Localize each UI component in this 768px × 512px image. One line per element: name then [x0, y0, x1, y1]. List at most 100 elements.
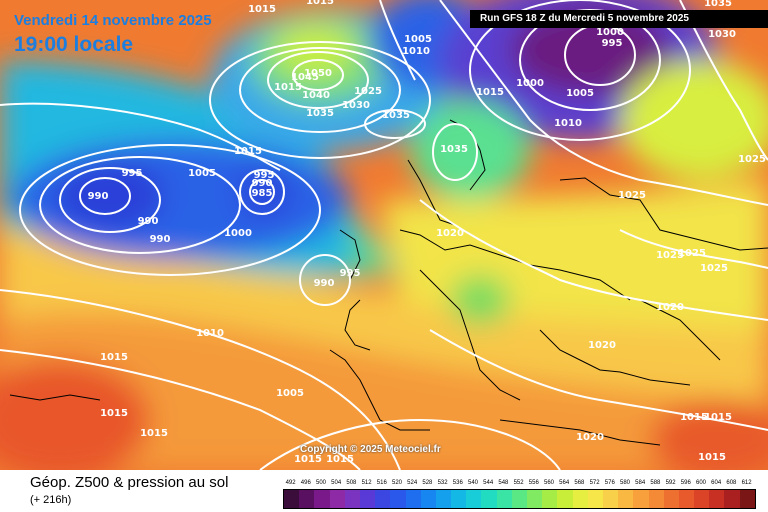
- isobar-label: 990: [150, 234, 171, 245]
- color-scale-label: 536: [452, 480, 463, 486]
- isobar-label: 990: [314, 278, 335, 289]
- isobar-label: 1015: [326, 454, 354, 465]
- color-scale-label: 540: [467, 480, 479, 486]
- color-scale-cell: [284, 490, 300, 508]
- color-scale-label: 556: [528, 480, 539, 486]
- isobar-label: 1015: [306, 0, 334, 7]
- color-scale-label: 564: [559, 480, 570, 486]
- isobar-label: 1000: [516, 78, 544, 89]
- isobar-label: 1005: [276, 388, 304, 399]
- color-scale-label: 588: [650, 480, 661, 486]
- color-scale-label: 568: [574, 480, 585, 486]
- isobar-label: 1015: [698, 452, 726, 463]
- forecast-time: 19:00 locale: [14, 33, 134, 56]
- color-scale-cell: [633, 490, 649, 508]
- color-scale-label: 596: [680, 480, 691, 486]
- map-subtitle: (+ 216h): [30, 494, 72, 506]
- isobar-label: 1015: [140, 428, 168, 439]
- isobar-label: 1015: [248, 4, 276, 15]
- color-scale-cell: [648, 490, 664, 508]
- color-scale-cell: [587, 490, 603, 508]
- color-scale-label: 516: [376, 480, 387, 486]
- isobar-label: 1015: [234, 146, 262, 157]
- color-scale-cell: [329, 490, 345, 508]
- isobar-label: 1035: [440, 144, 468, 155]
- color-scale-label: 508: [346, 480, 357, 486]
- color-scale-cell: [511, 490, 527, 508]
- isobar-label: 1035: [306, 108, 334, 119]
- isobar-label: 1015: [100, 408, 128, 419]
- isobar-label: 1010: [554, 118, 582, 129]
- isobar-label: 1020: [436, 228, 464, 239]
- isobar-label: 1025: [700, 263, 728, 274]
- isobar-label: 1035: [382, 110, 410, 121]
- isobar-label: 1005: [404, 34, 432, 45]
- color-scale-cell: [314, 490, 330, 508]
- color-scale-cell: [390, 490, 406, 508]
- isobar-label: 1025: [656, 250, 684, 261]
- isobar-label: 1050: [304, 68, 332, 79]
- isobar-label: 1000: [224, 228, 252, 239]
- color-scale-cell: [618, 490, 634, 508]
- map-title: Géop. Z500 & pression au sol: [30, 474, 229, 491]
- isobar-label: 985: [252, 188, 273, 199]
- isobar-label: 1015: [274, 82, 302, 93]
- isobar-label: 990: [138, 216, 159, 227]
- color-scale-label: 560: [543, 480, 555, 486]
- color-scale-label: 580: [619, 480, 631, 486]
- color-scale-label: 600: [695, 480, 707, 486]
- color-scale-cell: [496, 490, 512, 508]
- isobar-label: 1025: [618, 190, 646, 201]
- color-scale-label: 552: [513, 480, 524, 486]
- color-scale-cell: [481, 490, 497, 508]
- isobar-label: 1030: [708, 29, 736, 40]
- color-scale-label: 528: [422, 480, 433, 486]
- isobar-label: 1015: [100, 352, 128, 363]
- run-banner: Run GFS 18 Z du Mercredi 5 novembre 2025: [470, 10, 768, 28]
- color-scale-cell: [405, 490, 421, 508]
- color-scale-label: 576: [604, 480, 615, 486]
- color-scale-label: 524: [407, 480, 418, 486]
- color-scale-cell: [557, 490, 573, 508]
- geopotential-field: [0, 0, 768, 470]
- isobar-label: 1010: [196, 328, 224, 339]
- isobar-label: 1020: [656, 302, 684, 313]
- color-scale-cell: [344, 490, 360, 508]
- isobar-label: 1000: [596, 27, 624, 38]
- isobar-label: 990: [88, 191, 109, 202]
- color-scale-cell: [435, 490, 452, 508]
- isobar-label: 995: [340, 268, 361, 279]
- color-scale-cell: [375, 490, 391, 508]
- isobar-label: 1015: [704, 412, 732, 423]
- isobar-label: 1030: [342, 100, 370, 111]
- color-scale-label: 504: [331, 480, 342, 486]
- color-scale-label: 604: [711, 480, 722, 486]
- color-scale-cell: [299, 490, 315, 508]
- isobar-label: 1025: [678, 248, 706, 259]
- color-scale-cell: [724, 490, 740, 508]
- isobar-label: 995: [602, 38, 623, 49]
- color-scale-label: 496: [300, 480, 311, 486]
- isobar-label: 995: [122, 168, 143, 179]
- color-scale-label: 592: [665, 480, 676, 486]
- isobar-label: 990: [252, 178, 273, 189]
- isobar-label: 1020: [576, 432, 604, 443]
- color-scale-label: 544: [483, 480, 494, 486]
- isobar-label: 1015: [476, 87, 504, 98]
- isobar-label: 1045: [291, 72, 319, 83]
- color-scale-cell: [663, 490, 679, 508]
- color-scale-label: 572: [589, 480, 600, 486]
- color-scale-label: 608: [726, 480, 737, 486]
- isobar-label: 1005: [188, 168, 216, 179]
- coastlines: [9, 119, 768, 446]
- color-scale-cell: [739, 490, 755, 508]
- color-scale-label: 532: [437, 480, 448, 486]
- copyright: Copyright © 2025 Meteociel.fr: [300, 444, 441, 455]
- color-scale-label: 584: [635, 480, 646, 486]
- color-scale-label: 500: [315, 480, 327, 486]
- isobar-label: 1005: [566, 88, 594, 99]
- color-scale-label: 492: [285, 480, 296, 486]
